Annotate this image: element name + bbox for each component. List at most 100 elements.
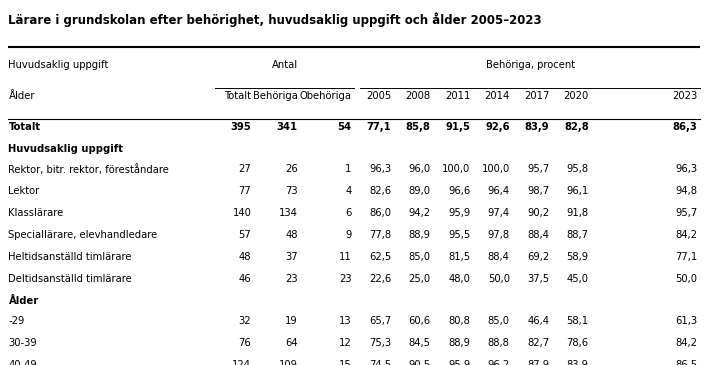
Text: 77: 77 xyxy=(239,186,251,196)
Text: 88,4: 88,4 xyxy=(488,252,510,262)
Text: 88,8: 88,8 xyxy=(488,338,510,348)
Text: 90,2: 90,2 xyxy=(527,208,549,218)
Text: 22,6: 22,6 xyxy=(369,274,391,284)
Text: 95,7: 95,7 xyxy=(527,164,549,174)
Text: 61,3: 61,3 xyxy=(676,316,698,326)
Text: 78,6: 78,6 xyxy=(567,338,589,348)
Text: 95,7: 95,7 xyxy=(675,208,698,218)
Text: 2023: 2023 xyxy=(672,91,698,101)
Text: 96,0: 96,0 xyxy=(409,164,431,174)
Text: Huvudsaklig uppgift: Huvudsaklig uppgift xyxy=(8,60,109,70)
Text: 60,6: 60,6 xyxy=(409,316,431,326)
Text: 69,2: 69,2 xyxy=(527,252,549,262)
Text: Rektor, bitr. rektor, föreståndare: Rektor, bitr. rektor, föreståndare xyxy=(8,164,169,174)
Text: Lektor: Lektor xyxy=(8,186,40,196)
Text: Ålder: Ålder xyxy=(8,296,39,306)
Text: 25,0: 25,0 xyxy=(409,274,431,284)
Text: 73: 73 xyxy=(285,186,298,196)
Text: Behöriga, procent: Behöriga, procent xyxy=(486,60,575,70)
Text: 86,0: 86,0 xyxy=(369,208,391,218)
Text: 82,6: 82,6 xyxy=(369,186,391,196)
Text: 124: 124 xyxy=(232,360,251,365)
Text: Lärare i grundskolan efter behörighet, huvudsaklig uppgift och ålder 2005–2023: Lärare i grundskolan efter behörighet, h… xyxy=(8,13,542,27)
Text: 2005: 2005 xyxy=(366,91,391,101)
Text: 2017: 2017 xyxy=(524,91,549,101)
Text: 86,3: 86,3 xyxy=(673,122,698,131)
Text: Behöriga: Behöriga xyxy=(253,91,298,101)
Text: 96,6: 96,6 xyxy=(448,186,470,196)
Text: 96,2: 96,2 xyxy=(487,360,510,365)
Text: 395: 395 xyxy=(231,122,251,131)
Text: 88,4: 88,4 xyxy=(527,230,549,240)
Text: 6: 6 xyxy=(345,208,352,218)
Text: 90,5: 90,5 xyxy=(409,360,431,365)
Text: 82,7: 82,7 xyxy=(527,338,549,348)
Text: 48: 48 xyxy=(239,252,251,262)
Text: 95,8: 95,8 xyxy=(567,164,589,174)
Text: 57: 57 xyxy=(239,230,251,240)
Text: 83,9: 83,9 xyxy=(567,360,589,365)
Text: 2020: 2020 xyxy=(563,91,589,101)
Text: 109: 109 xyxy=(279,360,298,365)
Text: 19: 19 xyxy=(285,316,298,326)
Text: 74,5: 74,5 xyxy=(369,360,391,365)
Text: 64: 64 xyxy=(285,338,298,348)
Text: 97,4: 97,4 xyxy=(488,208,510,218)
Text: 46: 46 xyxy=(239,274,251,284)
Text: 88,9: 88,9 xyxy=(409,230,431,240)
Text: 100,0: 100,0 xyxy=(442,164,470,174)
Text: 32: 32 xyxy=(239,316,251,326)
Text: 75,3: 75,3 xyxy=(369,338,391,348)
Text: 134: 134 xyxy=(279,208,298,218)
Text: 62,5: 62,5 xyxy=(369,252,391,262)
Text: 85,8: 85,8 xyxy=(406,122,431,131)
Text: 77,1: 77,1 xyxy=(675,252,698,262)
Text: 88,9: 88,9 xyxy=(448,338,470,348)
Text: Klasslärare: Klasslärare xyxy=(8,208,64,218)
Text: 48: 48 xyxy=(285,230,298,240)
Text: 23: 23 xyxy=(285,274,298,284)
Text: 84,2: 84,2 xyxy=(676,338,698,348)
Text: 95,9: 95,9 xyxy=(448,360,470,365)
Text: 96,3: 96,3 xyxy=(369,164,391,174)
Text: 26: 26 xyxy=(285,164,298,174)
Text: Heltidsanställd timlärare: Heltidsanställd timlärare xyxy=(8,252,132,262)
Text: 341: 341 xyxy=(277,122,298,131)
Text: 91,8: 91,8 xyxy=(567,208,589,218)
Text: Speciallärare, elevhandledare: Speciallärare, elevhandledare xyxy=(8,230,157,240)
Text: 50,0: 50,0 xyxy=(488,274,510,284)
Text: 58,1: 58,1 xyxy=(567,316,589,326)
Text: 48,0: 48,0 xyxy=(448,274,470,284)
Text: 81,5: 81,5 xyxy=(448,252,470,262)
Text: 96,1: 96,1 xyxy=(566,186,589,196)
Text: 65,7: 65,7 xyxy=(369,316,391,326)
Text: 15: 15 xyxy=(339,360,352,365)
Text: 46,4: 46,4 xyxy=(527,316,549,326)
Text: 94,8: 94,8 xyxy=(676,186,698,196)
Text: 54: 54 xyxy=(337,122,352,131)
Text: 87,9: 87,9 xyxy=(527,360,549,365)
Text: 4: 4 xyxy=(345,186,352,196)
Text: 85,0: 85,0 xyxy=(409,252,431,262)
Text: 88,7: 88,7 xyxy=(567,230,589,240)
Text: 84,2: 84,2 xyxy=(676,230,698,240)
Text: 82,8: 82,8 xyxy=(564,122,589,131)
Text: -29: -29 xyxy=(8,316,25,326)
Text: 95,5: 95,5 xyxy=(448,230,470,240)
Text: 84,5: 84,5 xyxy=(409,338,431,348)
Text: 37,5: 37,5 xyxy=(527,274,549,284)
Text: 80,8: 80,8 xyxy=(448,316,470,326)
Text: 37: 37 xyxy=(285,252,298,262)
Text: 58,9: 58,9 xyxy=(567,252,589,262)
Text: 97,8: 97,8 xyxy=(488,230,510,240)
Text: 11: 11 xyxy=(339,252,352,262)
Text: 77,1: 77,1 xyxy=(366,122,391,131)
Text: 98,7: 98,7 xyxy=(527,186,549,196)
Text: Huvudsaklig uppgift: Huvudsaklig uppgift xyxy=(8,143,124,154)
Text: 1: 1 xyxy=(345,164,352,174)
Text: 76: 76 xyxy=(239,338,251,348)
Text: 13: 13 xyxy=(339,316,352,326)
Text: Ålder: Ålder xyxy=(8,91,35,101)
Text: 30-39: 30-39 xyxy=(8,338,37,348)
Text: 2014: 2014 xyxy=(484,91,510,101)
